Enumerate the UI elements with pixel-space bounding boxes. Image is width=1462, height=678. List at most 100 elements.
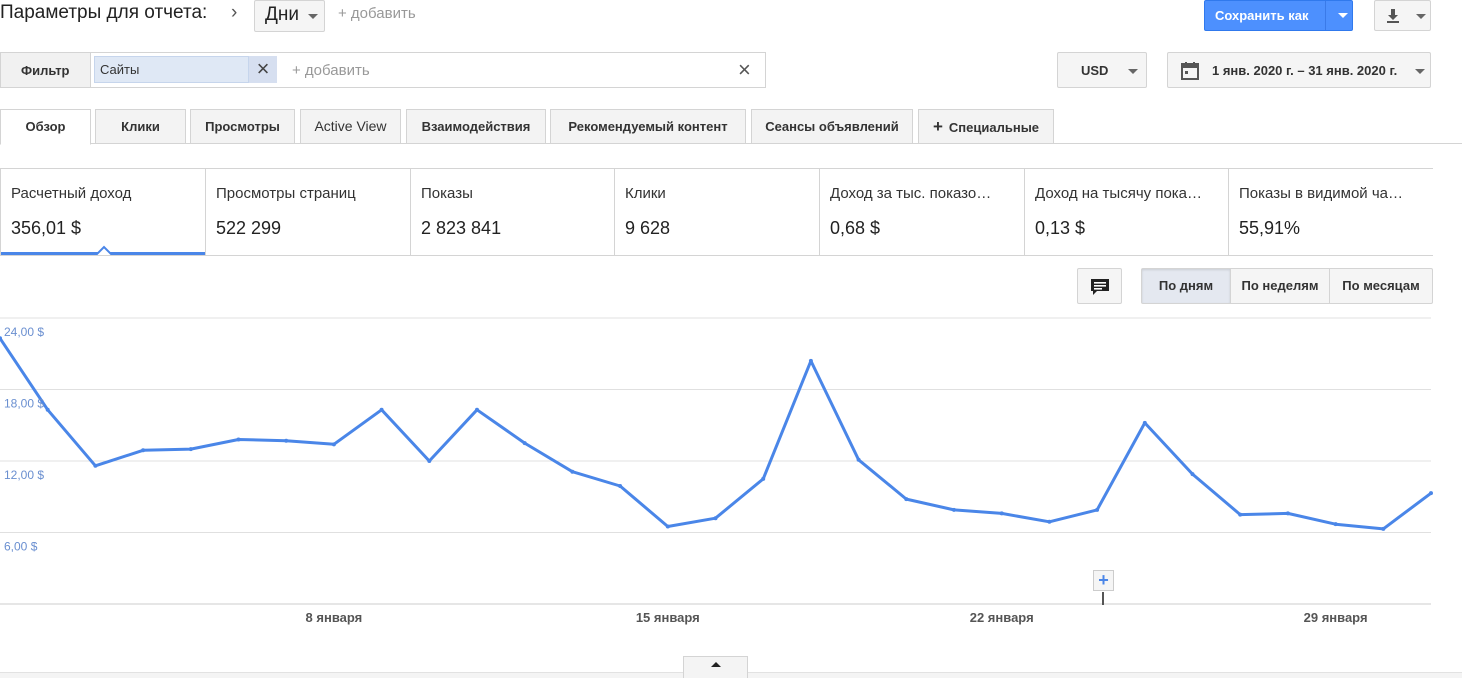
tab-label: Специальные: [948, 120, 1040, 135]
data-point[interactable]: [331, 442, 336, 447]
data-point[interactable]: [379, 407, 384, 412]
annotation-marker-stem: [1102, 592, 1104, 605]
granularity-weeks-button[interactable]: По неделям: [1231, 269, 1330, 303]
dimension-select[interactable]: Дни: [254, 0, 325, 32]
tab-label: Active View: [314, 118, 387, 134]
caret-down-icon: [308, 14, 318, 19]
data-point[interactable]: [45, 407, 50, 412]
tab-custom[interactable]: + Специальные: [918, 109, 1054, 144]
caret-down-icon: [1416, 14, 1426, 19]
data-point[interactable]: [808, 358, 813, 363]
data-point[interactable]: [904, 497, 909, 502]
plus-icon: +: [932, 117, 943, 136]
data-point[interactable]: [141, 448, 146, 453]
metric-card-impression-rpm[interactable]: Доход на тысячу пока… 0,13 $: [1024, 169, 1228, 255]
filter-chip-sites[interactable]: Сайты: [94, 56, 277, 83]
chevron-up-icon: [711, 662, 721, 667]
add-annotation-icon[interactable]: +: [1093, 570, 1114, 591]
metric-label: Доход на тысячу пока…: [1035, 185, 1203, 202]
data-point[interactable]: [618, 484, 623, 489]
data-point[interactable]: [284, 438, 289, 443]
tab-label: Сеансы объявлений: [765, 119, 899, 134]
tab-recommended-content[interactable]: Рекомендуемый контент: [550, 109, 746, 144]
series-line: [0, 337, 1432, 531]
metric-value: 522 299: [216, 218, 282, 238]
tab-label: Взаимодействия: [421, 119, 531, 134]
metric-value: 9 628: [625, 218, 671, 238]
data-point[interactable]: [665, 524, 670, 529]
dimension-label: Дни: [265, 4, 299, 25]
tab-ad-sessions[interactable]: Сеансы объявлений: [751, 109, 913, 144]
data-point[interactable]: [1142, 420, 1147, 425]
save-options-caret-icon[interactable]: [1338, 13, 1348, 18]
x-tick-label: 29 января: [1304, 610, 1368, 625]
add-dimension-link[interactable]: + добавить: [338, 5, 416, 22]
caret-down-icon: [1415, 69, 1425, 74]
data-point[interactable]: [1429, 491, 1433, 496]
save-as-button[interactable]: Сохранить как: [1204, 0, 1353, 31]
tab-views[interactable]: Просмотры: [190, 109, 295, 144]
currency-label: USD: [1081, 63, 1109, 78]
button-divider: [1325, 1, 1326, 30]
collapse-chart-button[interactable]: [683, 656, 748, 678]
y-tick-label: 12,00 $: [4, 468, 44, 482]
metric-card-clicks[interactable]: Клики 9 628: [614, 169, 819, 255]
granularity-months-button[interactable]: По месяцам: [1342, 278, 1420, 293]
data-point[interactable]: [427, 459, 432, 463]
data-point[interactable]: [1238, 512, 1243, 517]
metric-value: 55,91%: [1239, 218, 1301, 238]
comment-icon: [1091, 279, 1109, 295]
currency-select[interactable]: USD: [1057, 52, 1147, 88]
data-point[interactable]: [1047, 519, 1052, 524]
data-point[interactable]: [713, 516, 718, 521]
remove-filter-chip-icon[interactable]: ×: [248, 56, 277, 83]
data-point[interactable]: [188, 447, 193, 452]
metric-value: 356,01 $: [11, 218, 82, 238]
metric-card-page-rpm[interactable]: Доход за тыс. показо… 0,68 $: [819, 169, 1024, 255]
data-point[interactable]: [522, 441, 527, 446]
download-button[interactable]: [1374, 0, 1431, 31]
report-params-title: Параметры для отчета:: [0, 2, 208, 23]
data-point[interactable]: [761, 476, 766, 481]
chevron-right-icon: ›: [231, 2, 238, 23]
data-point[interactable]: [0, 336, 2, 341]
data-point[interactable]: [999, 511, 1004, 516]
data-point[interactable]: [856, 457, 861, 462]
metric-label: Доход за тыс. показо…: [830, 185, 992, 202]
granularity-days-button[interactable]: По дням: [1142, 269, 1231, 303]
tab-active-view[interactable]: Active View: [300, 109, 401, 144]
metric-label: Показы: [421, 185, 473, 202]
x-tick-label: 8 января: [306, 610, 363, 625]
data-point[interactable]: [236, 437, 241, 442]
data-point[interactable]: [1381, 526, 1386, 531]
tab-clicks[interactable]: Клики: [95, 109, 186, 144]
date-range-picker[interactable]: 1 янв. 2020 г. – 31 янв. 2020 г.: [1167, 52, 1431, 88]
metric-card-estimated-revenue[interactable]: Расчетный доход 356,01 $: [0, 169, 205, 255]
data-point[interactable]: [1190, 472, 1195, 477]
metric-label: Клики: [625, 185, 666, 202]
data-point[interactable]: [93, 463, 98, 468]
clear-filter-icon[interactable]: ×: [738, 57, 751, 82]
metric-value: 2 823 841: [421, 218, 502, 238]
data-point[interactable]: [1095, 507, 1100, 512]
data-point[interactable]: [570, 469, 575, 474]
tab-label: Обзор: [25, 119, 66, 134]
tab-overview[interactable]: Обзор: [0, 109, 91, 145]
data-point[interactable]: [475, 407, 479, 412]
y-tick-label: 24,00 $: [4, 325, 44, 339]
metric-card-viewability[interactable]: Показы в видимой ча… 55,91%: [1228, 169, 1433, 255]
metric-card-impressions[interactable]: Показы 2 823 841: [410, 169, 614, 255]
data-point[interactable]: [1333, 522, 1338, 527]
caret-down-icon: [1128, 69, 1138, 74]
metric-card-page-views[interactable]: Просмотры страниц 522 299: [205, 169, 410, 255]
tab-interactions[interactable]: Взаимодействия: [406, 109, 546, 144]
tab-label: Просмотры: [205, 119, 280, 134]
filter-label: Фильтр: [1, 53, 91, 87]
annotations-button[interactable]: [1077, 268, 1122, 304]
revenue-line-chart: 6,00 $ 12,00 $ 18,00 $ 24,00 $ 8 января 15 ян…: [0, 317, 1433, 625]
tab-label: Клики: [121, 119, 160, 134]
data-point[interactable]: [952, 507, 956, 512]
x-tick-label: 22 января: [970, 610, 1034, 625]
add-filter-input[interactable]: + добавить: [292, 62, 370, 79]
data-point[interactable]: [1285, 511, 1290, 516]
